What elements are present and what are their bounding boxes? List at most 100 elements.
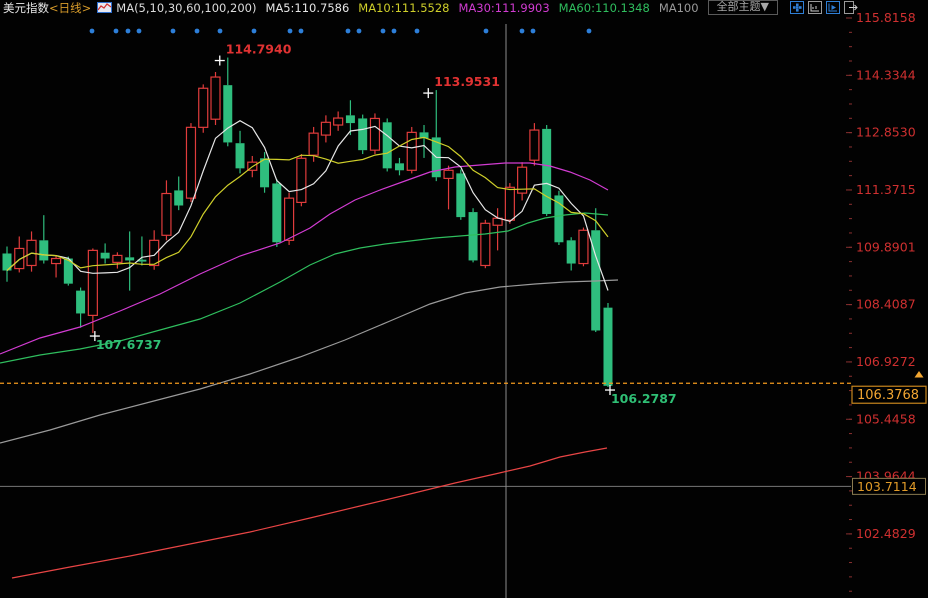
event-dot[interactable] [89, 28, 95, 34]
export-icon[interactable] [844, 1, 858, 14]
candle-down [566, 240, 576, 264]
candle-down [456, 173, 466, 218]
event-dot[interactable] [251, 28, 257, 34]
candles-layer [2, 57, 613, 388]
low-price-annotation: 106.2787 [611, 391, 677, 406]
event-dot[interactable] [414, 28, 420, 34]
candle-down [235, 143, 245, 169]
ma100-label: MA100 [658, 0, 699, 15]
event-dot[interactable] [217, 28, 223, 34]
candle-down [382, 122, 392, 169]
candle-up [198, 87, 209, 128]
event-dot[interactable] [194, 28, 200, 34]
candle-down [260, 158, 270, 188]
axis-price-label: 114.3344 [856, 67, 916, 82]
marker-price-label: 103.7114 [857, 479, 917, 494]
chart-header: 美元指数 <日线> MA(5,10,30,60,100,200) MA5:110… [0, 0, 928, 15]
candle-up [333, 117, 344, 126]
candle-down [76, 290, 86, 314]
candle-down [174, 190, 184, 206]
current-price-marker: 106.3768 [0, 371, 927, 404]
event-dot[interactable] [113, 28, 119, 34]
axis-price-label: 112.8530 [856, 125, 916, 140]
event-dot[interactable] [287, 28, 293, 34]
candle-up [406, 131, 417, 171]
candle-down [63, 258, 73, 284]
event-dot[interactable] [586, 28, 592, 34]
candle-down [39, 240, 49, 261]
high-price-annotation: 113.9531 [434, 74, 500, 89]
move-tool-icon[interactable] [790, 1, 805, 14]
candle-up [320, 121, 331, 136]
candle-up [161, 192, 172, 236]
axis-price-label: 102.4829 [856, 526, 916, 541]
candle-up [149, 239, 160, 267]
event-dot[interactable] [519, 28, 525, 34]
candle-down [125, 257, 135, 261]
low-price-annotation: 107.6737 [96, 337, 162, 352]
ma5-value-label: MA5:110.7586 [265, 0, 350, 15]
axis-price-label: 111.3715 [856, 182, 916, 197]
candle-down [223, 85, 233, 143]
candle-down [2, 253, 12, 271]
event-dot[interactable] [345, 28, 351, 34]
candle-down [603, 307, 613, 386]
candle-up [529, 129, 540, 161]
candle-down [345, 115, 355, 124]
event-dots [89, 28, 592, 34]
event-dot[interactable] [356, 28, 362, 34]
event-dot[interactable] [391, 28, 397, 34]
annotations-layer: 114.7940 113.9531 107.6737 106.2787 [89, 42, 677, 406]
candle-down [100, 252, 110, 259]
event-dot[interactable] [125, 28, 131, 34]
event-dot[interactable] [298, 28, 304, 34]
theme-dropdown[interactable]: 全部主题▼ [707, 0, 779, 15]
candle-up [50, 257, 62, 265]
candle-down [394, 163, 404, 171]
candle-up [504, 186, 515, 221]
candle-up [283, 197, 295, 241]
candle-up [112, 254, 123, 263]
candle-down [554, 195, 564, 243]
auto-play-icon[interactable] [826, 1, 841, 14]
axis-price-label: 106.9272 [856, 354, 916, 369]
high-price-annotation: 114.7940 [226, 42, 292, 57]
event-dot[interactable] [380, 28, 386, 34]
header-controls: 全部主题▼ [707, 0, 858, 15]
axis-price-label: 109.8901 [856, 239, 916, 254]
price-axis: 115.8158 114.3344 112.8530 111.3715 109.8901… [846, 10, 916, 592]
ma30-value-label: MA30:111.9903 [458, 0, 550, 15]
axis-price-label: 108.4087 [856, 297, 916, 312]
ma-line-ma30 [0, 162, 609, 355]
ma-line-ma10 [6, 136, 609, 271]
event-dot[interactable] [483, 28, 489, 34]
instrument-title: 美元指数 [3, 0, 49, 15]
current-price-label: 106.3768 [857, 388, 919, 403]
ma-lines-layer [0, 120, 619, 579]
candle-up [210, 76, 221, 120]
candle-up [443, 169, 454, 180]
axis-price-label: 105.4458 [856, 411, 916, 426]
candle-up [517, 166, 528, 194]
event-dot[interactable] [170, 28, 176, 34]
ma-line-ma60 [0, 212, 609, 364]
period-label: <日线> [49, 0, 92, 15]
candle-up [14, 247, 25, 270]
event-dot[interactable] [136, 28, 142, 34]
fit-scale-icon[interactable] [808, 1, 823, 14]
price-marker: 103.7114 [0, 477, 926, 495]
event-dot[interactable] [530, 28, 536, 34]
candle-up [369, 117, 381, 151]
chart-type-icon[interactable] [97, 2, 113, 13]
ma-params-label: MA(5,10,30,60,100,200) [116, 0, 257, 15]
ma10-value-label: MA10:111.5528 [358, 0, 450, 15]
candle-down [137, 259, 147, 262]
candle-up [578, 229, 589, 265]
axis-price-label: 115.8158 [856, 10, 916, 25]
candle-down [358, 118, 368, 151]
candle-down [468, 212, 478, 261]
ma60-value-label: MA60:110.1348 [558, 0, 650, 15]
